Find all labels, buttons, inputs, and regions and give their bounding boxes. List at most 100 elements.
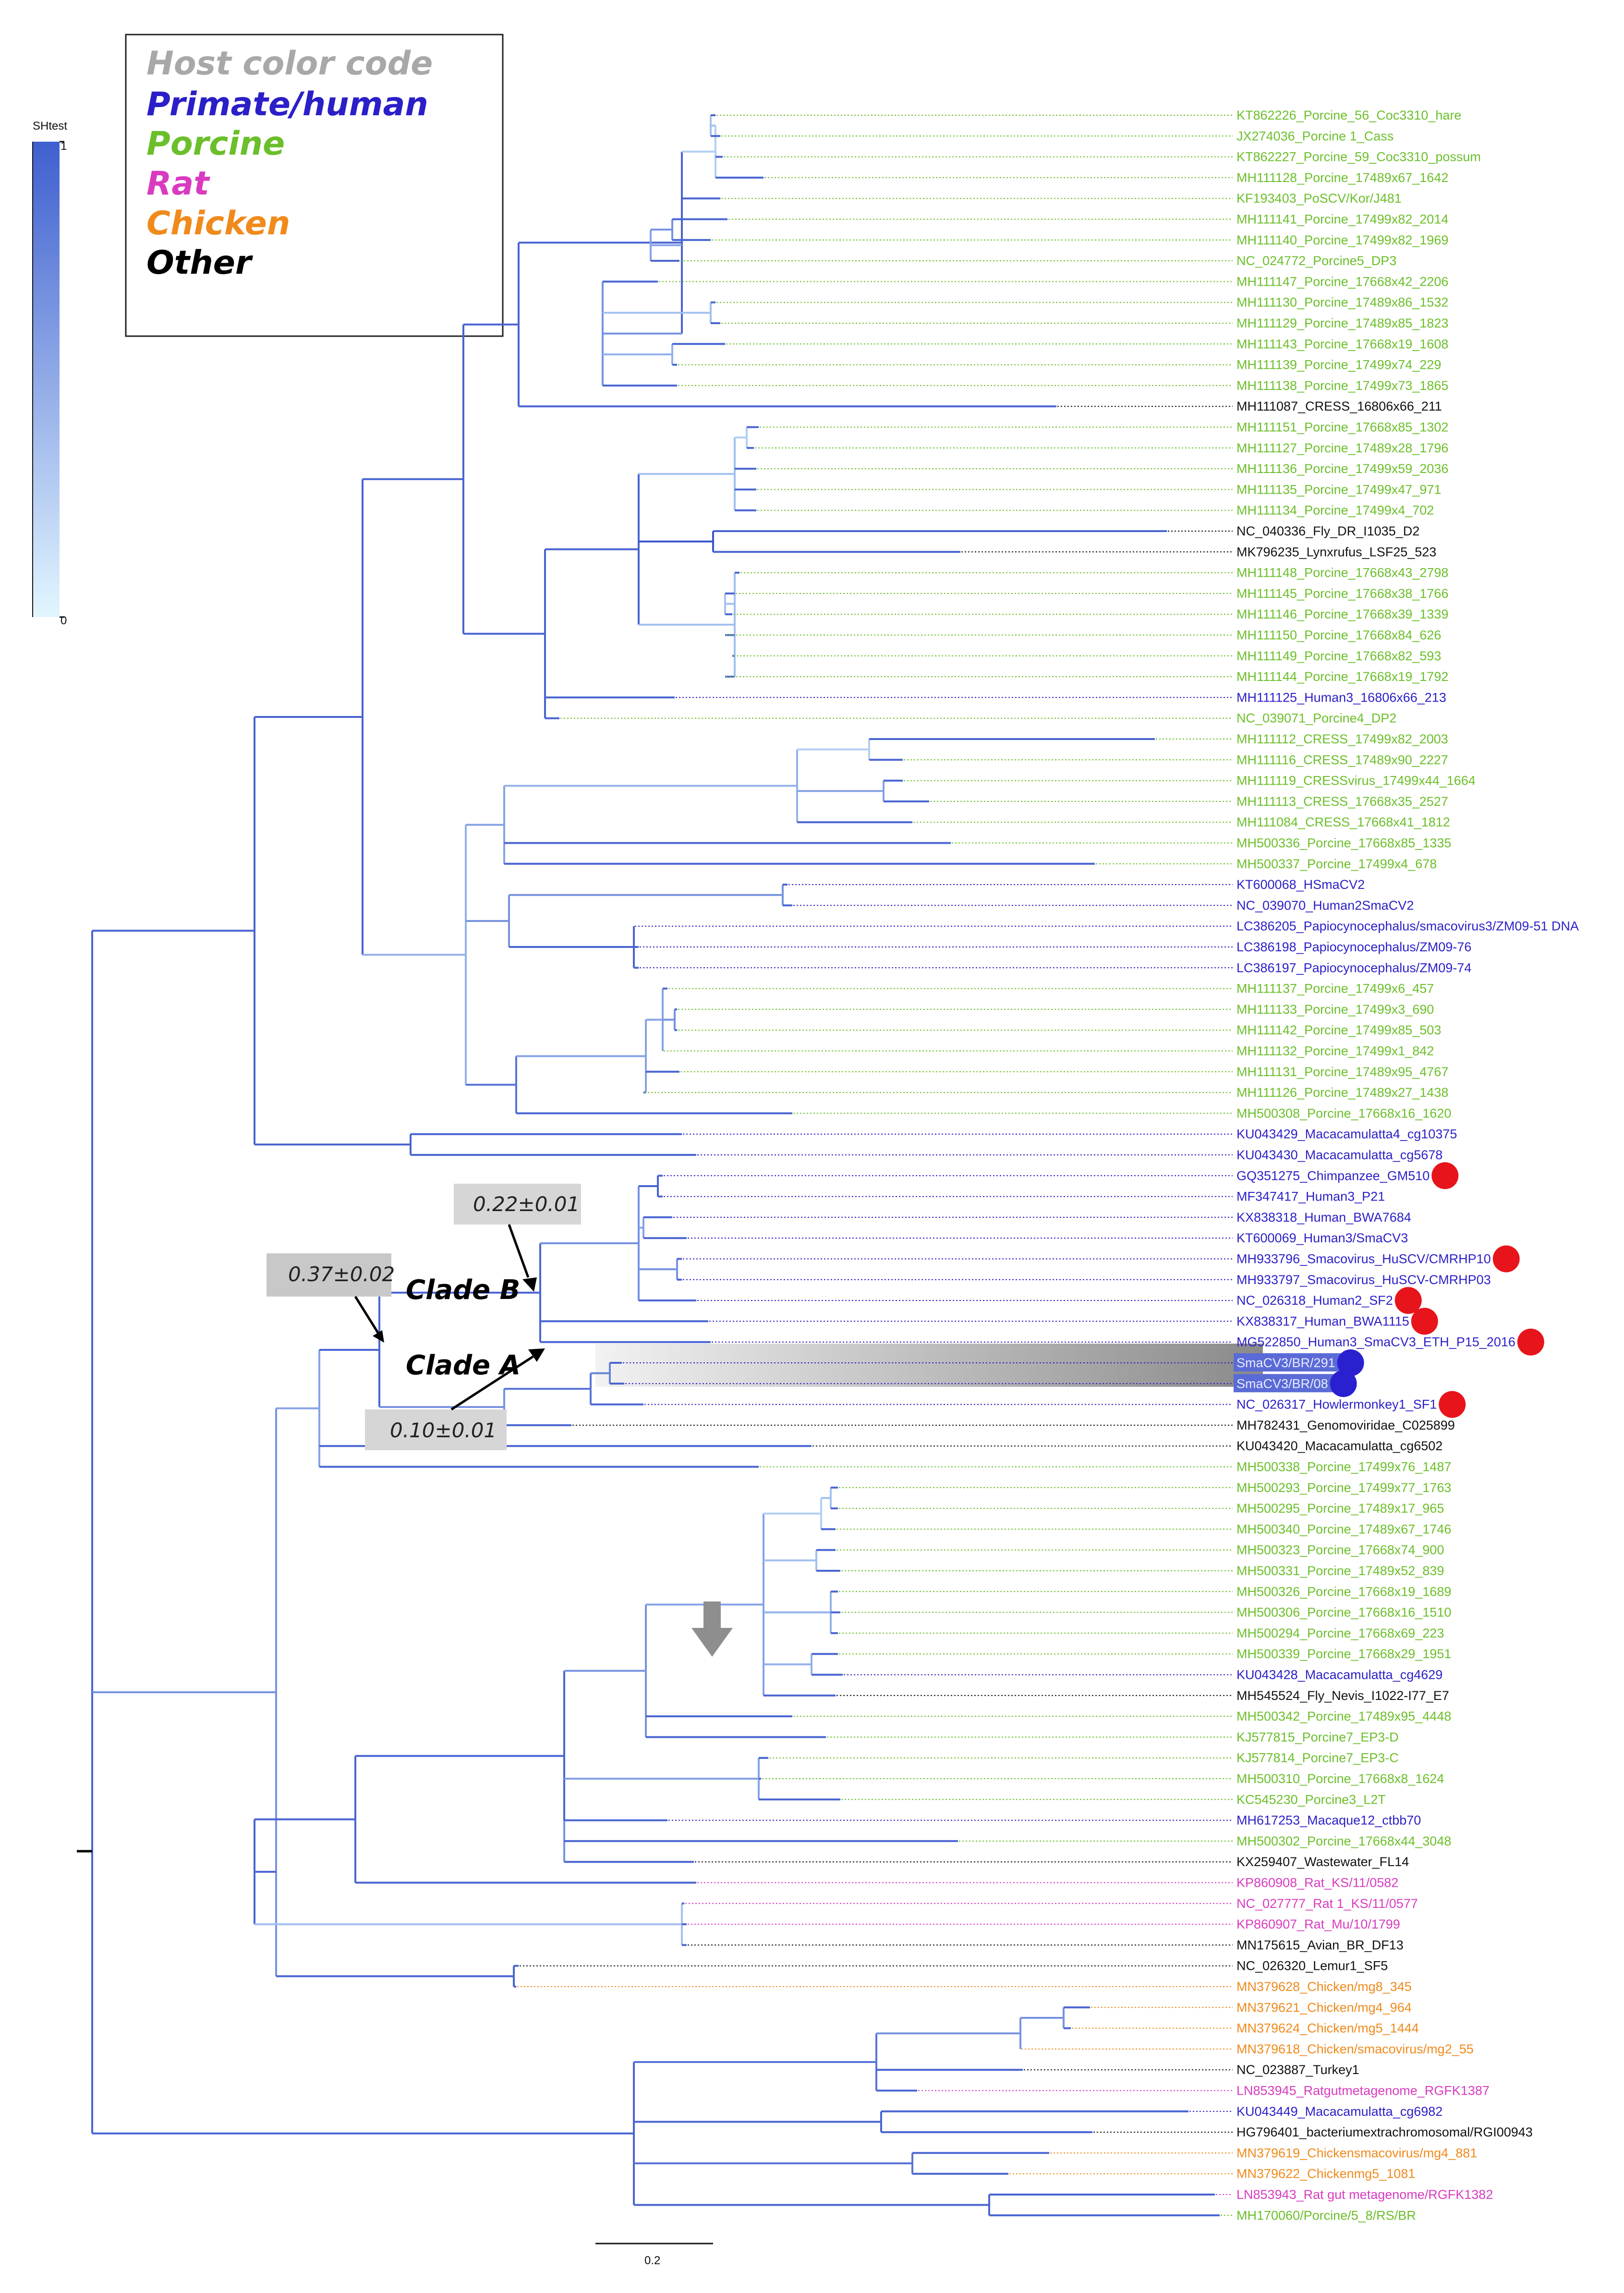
leaf-label: GQ351275_Chimpanzee_GM510 — [1236, 1168, 1430, 1183]
leaf-label: MH111150_Porcine_17668x84_626 — [1236, 628, 1441, 643]
leaf-label: MH500293_Porcine_17499x77_1763 — [1236, 1480, 1451, 1495]
legend-item-porcine: Porcine — [146, 125, 285, 163]
leaf-label: MH500337_Porcine_17499x4_678 — [1236, 857, 1437, 871]
leaf-label: KF193403_PoSCV/Kor/J481 — [1236, 191, 1402, 206]
leaf-label: NC_039071_Porcine4_DP2 — [1236, 711, 1396, 726]
leaf-label: KT862227_Porcine_59_Coc3310_possum — [1236, 150, 1481, 164]
leaf-label: MG522850_Human3_SmaCV3_ETH_P15_2016 — [1236, 1335, 1515, 1349]
leaf-label: KC545230_Porcine3_L2T — [1236, 1792, 1386, 1807]
blue-sample-marker — [1337, 1349, 1364, 1376]
legend-frame — [125, 34, 504, 337]
leaf-label: MH111116_CRESS_17489x90_2227 — [1236, 752, 1448, 767]
leaf-label: MH111132_Porcine_17499x1_842 — [1236, 1044, 1434, 1058]
leaf-label: MH500326_Porcine_17668x19_1689 — [1236, 1584, 1451, 1599]
blue-sample-marker — [1330, 1370, 1357, 1397]
annotation-b-box — [454, 1184, 581, 1225]
selected-leaf-highlight — [1234, 1374, 1342, 1393]
leaf-label: MH111138_Porcine_17499x73_1865 — [1236, 378, 1448, 393]
leaf-label: MH111133_Porcine_17499x3_690 — [1236, 1002, 1434, 1017]
leaf-label: MH545524_Fly_Nevis_I1022-I77_E7 — [1236, 1688, 1449, 1703]
leaf-label: MH500310_Porcine_17668x8_1624 — [1236, 1771, 1444, 1786]
leaf-label: NC_026317_Howlermonkey1_SF1 — [1236, 1397, 1437, 1412]
leaf-label: MH111084_CRESS_17668x41_1812 — [1236, 815, 1450, 829]
sample-markers — [1330, 1162, 1544, 1418]
annotation-b-arrowhead — [522, 1277, 537, 1292]
leaf-label: NC_040336_Fly_DR_I1035_D2 — [1236, 524, 1419, 538]
colorbar-label: SHtest — [33, 120, 67, 133]
legend-title: Host color code — [146, 45, 433, 83]
leaf-label: MH111142_Porcine_17499x85_503 — [1236, 1023, 1441, 1037]
leaf-label: HG796401_bacteriumextrachromosomal/RGI00… — [1236, 2125, 1533, 2139]
red-sample-marker — [1439, 1391, 1466, 1418]
leaf-label: MH500342_Porcine_17489x95_4448 — [1236, 1709, 1451, 1723]
leaf-label: MH111087_CRESS_16806x66_211 — [1236, 399, 1442, 413]
annotation-ab-value: 0.37±0.02 — [288, 1262, 395, 1286]
leaf-label: MH500308_Porcine_17668x16_1620 — [1236, 1106, 1451, 1120]
leaf-label: KX838317_Human_BWA1115 — [1236, 1314, 1409, 1328]
leaf-label: MH170060/Porcine/5_8/RS/BR — [1236, 2208, 1416, 2222]
leaf-label: MH111119_CRESSvirus_17499x44_1664 — [1236, 774, 1476, 788]
legend-item-chicken: Chicken — [146, 205, 290, 243]
leaf-label: MH111128_Porcine_17489x67_1642 — [1236, 170, 1448, 185]
annotation-ab-box — [267, 1253, 391, 1297]
clade-a-highlight-band — [595, 1344, 1263, 1387]
leaf-label: KU043428_Macacamulatta_cg4629 — [1236, 1668, 1442, 1682]
selected-leaf-highlight — [1234, 1353, 1342, 1371]
leaf-label: MH111131_Porcine_17489x95_4767 — [1236, 1065, 1448, 1079]
leaf-label: MH111112_CRESS_17499x82_2003 — [1236, 732, 1448, 746]
leaf-label: MN379619_Chickensmacovirus/mg4_881 — [1236, 2146, 1477, 2160]
leaf-label: KT862226_Porcine_56_Coc3310_hare — [1236, 108, 1461, 122]
leaf-label: MH111129_Porcine_17489x85_1823 — [1236, 316, 1448, 330]
leaf-label: MH111137_Porcine_17499x6_457 — [1236, 982, 1434, 996]
scale-bar: 0.2 — [595, 2243, 713, 2267]
leaf-label: MH111140_Porcine_17499x82_1969 — [1236, 233, 1448, 247]
leaf-label: NC_027777_Rat 1_KS/11/0577 — [1236, 1896, 1418, 1911]
leaf-label: KU043430_Macacamulatta_cg5678 — [1236, 1148, 1442, 1162]
leaf-label: MH111126_Porcine_17489x27_1438 — [1236, 1085, 1448, 1100]
leaf-label: SmaCV3/BR/291 — [1236, 1356, 1335, 1370]
leaf-label: SmaCV3/BR/08 — [1236, 1376, 1328, 1391]
leaf-label: MH500295_Porcine_17489x17_965 — [1236, 1501, 1444, 1516]
leaf-label: KP860908_Rat_KS/11/0582 — [1236, 1876, 1398, 1890]
leaf-label: MN379622_Chickenmg5_1081 — [1236, 2167, 1415, 2181]
annotation-b-value: 0.22±0.01 — [473, 1192, 580, 1216]
leaf-label: LN853943_Rat gut metagenome/RGFK1382 — [1236, 2187, 1493, 2202]
leaf-label: MN379624_Chicken/mg5_1444 — [1236, 2021, 1419, 2036]
leaf-label: MH111151_Porcine_17668x85_1302 — [1236, 420, 1448, 435]
leaf-label: MK796235_Lynxrufus_LSF25_523 — [1236, 545, 1436, 559]
leaf-label: NC_024772_Porcine5_DP3 — [1236, 254, 1396, 268]
leaf-label: MH111130_Porcine_17489x86_1532 — [1236, 295, 1448, 310]
leaf-label: MH500294_Porcine_17668x69_223 — [1236, 1626, 1444, 1640]
leaf-label: MF347417_Human3_P21 — [1236, 1189, 1385, 1204]
leaf-label: NC_023887_Turkey1 — [1236, 2062, 1359, 2077]
leaf-label: JX274036_Porcine 1_Cass — [1236, 129, 1394, 143]
leaf-label: MH617253_Macaque12_ctbb70 — [1236, 1813, 1421, 1828]
leaf-label: MH782431_Genomoviridae_C025899 — [1236, 1418, 1455, 1432]
leaf-label: KT600068_HSmaCV2 — [1236, 877, 1365, 892]
annotation-ab-arrowhead — [373, 1330, 384, 1343]
leaf-label: KT600069_Human3/SmaCV3 — [1236, 1231, 1408, 1245]
leaf-label: LN853945_Ratgutmetagenome_RGFK1387 — [1236, 2084, 1490, 2098]
clade-annotations: 0.37±0.02 0.22±0.01 0.10±0.01 Clade B Cl… — [267, 1184, 581, 1450]
leaf-label: KP860907_Rat_Mu/10/1799 — [1236, 1917, 1400, 1931]
leaf-label: NC_026318_Human2_SF2 — [1236, 1293, 1393, 1308]
leaf-label: MH500302_Porcine_17668x44_3048 — [1236, 1834, 1451, 1848]
leaf-label: MH111147_Porcine_17668x42_2206 — [1236, 274, 1448, 289]
annotation-a-arrowhead — [528, 1348, 545, 1362]
colorbar-min: 0 — [61, 614, 67, 627]
red-sample-marker — [1411, 1308, 1438, 1335]
red-sample-marker — [1394, 1287, 1422, 1314]
leaf-label: KU043449_Macacamulatta_cg6982 — [1236, 2104, 1442, 2119]
leaf-label: MH111136_Porcine_17499x59_2036 — [1236, 461, 1448, 476]
leaf-label: MH111127_Porcine_17489x28_1796 — [1236, 441, 1448, 455]
leaf-label: MH111149_Porcine_17668x82_593 — [1236, 649, 1441, 663]
leaf-label: MH933796_Smacovirus_HuSCV/CMRHP10 — [1236, 1252, 1491, 1266]
leaf-label: MH500336_Porcine_17668x85_1335 — [1236, 836, 1451, 850]
legend-item-other: Other — [146, 244, 254, 282]
leaf-label: MH111141_Porcine_17499x82_2014 — [1236, 212, 1448, 227]
scale-bar-label: 0.2 — [644, 2254, 660, 2267]
colorbar-max: 1 — [61, 140, 67, 153]
clade-a-label: Clade A — [406, 1350, 521, 1381]
leaf-label: KJ577815_Porcine7_EP3-D — [1236, 1730, 1399, 1744]
